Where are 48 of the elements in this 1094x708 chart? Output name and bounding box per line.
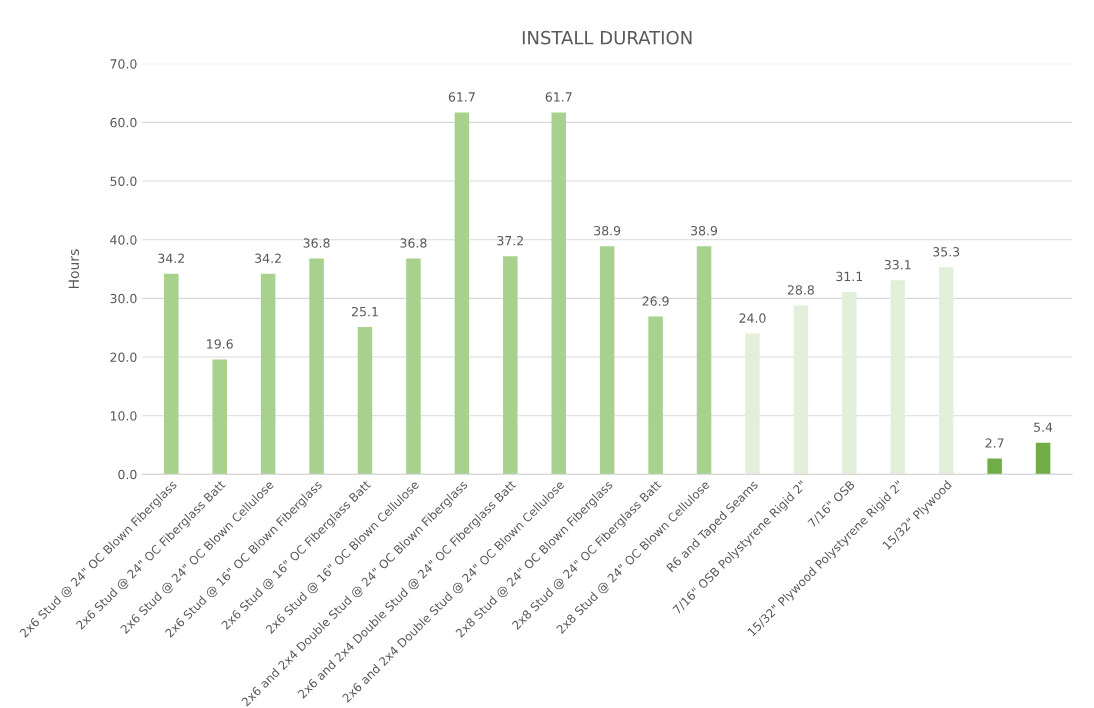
bar [309,258,324,475]
chart-title: INSTALL DURATION [522,30,692,45]
data-label: 36.8 [400,238,427,248]
data-label: 35.3 [933,247,960,257]
data-label: 36.8 [303,238,330,248]
bar [987,458,1002,475]
data-label: 34.2 [158,253,184,263]
bar [503,256,518,475]
data-label: 61.7 [448,92,475,102]
data-label: 34.2 [255,253,281,263]
data-label: 2.7 [985,438,1004,448]
y-tick-label: 20.0 [110,352,137,362]
data-label: 37.2 [497,235,523,246]
bar [938,267,954,475]
y-tick-label: 40.0 [110,235,137,245]
data-label: 33.1 [884,259,911,270]
data-label: 24.0 [739,313,766,323]
bar [212,359,227,475]
data-label: 26.9 [642,296,669,306]
bar [599,246,615,475]
bar [890,280,906,475]
y-tick-label: 30.0 [110,293,137,304]
data-label: 19.6 [207,339,233,349]
bar [454,112,470,475]
y-tick-label: 60.0 [110,117,137,128]
data-label: 5.4 [1034,422,1053,432]
data-label: 38.9 [691,225,718,236]
bar [793,305,809,475]
bar [842,291,857,475]
bar [745,333,760,475]
y-tick-label: 10.0 [110,411,137,421]
bar [164,273,179,475]
data-label: 61.7 [545,92,572,102]
y-tick-label: 70.0 [110,59,137,69]
data-label: 38.9 [594,225,621,236]
bar [1035,442,1051,475]
bar [260,273,276,475]
bar [406,258,421,475]
data-label: 25.1 [352,306,378,317]
y-axis-title: Hours [68,249,80,289]
data-label: 28.8 [787,285,814,295]
data-label: 31.1 [836,271,863,282]
bar [648,316,663,475]
bar [357,327,373,475]
y-tick-label: 0.0 [118,469,137,480]
bar [551,112,566,475]
bar [696,246,712,475]
y-tick-label: 50.0 [110,176,137,186]
